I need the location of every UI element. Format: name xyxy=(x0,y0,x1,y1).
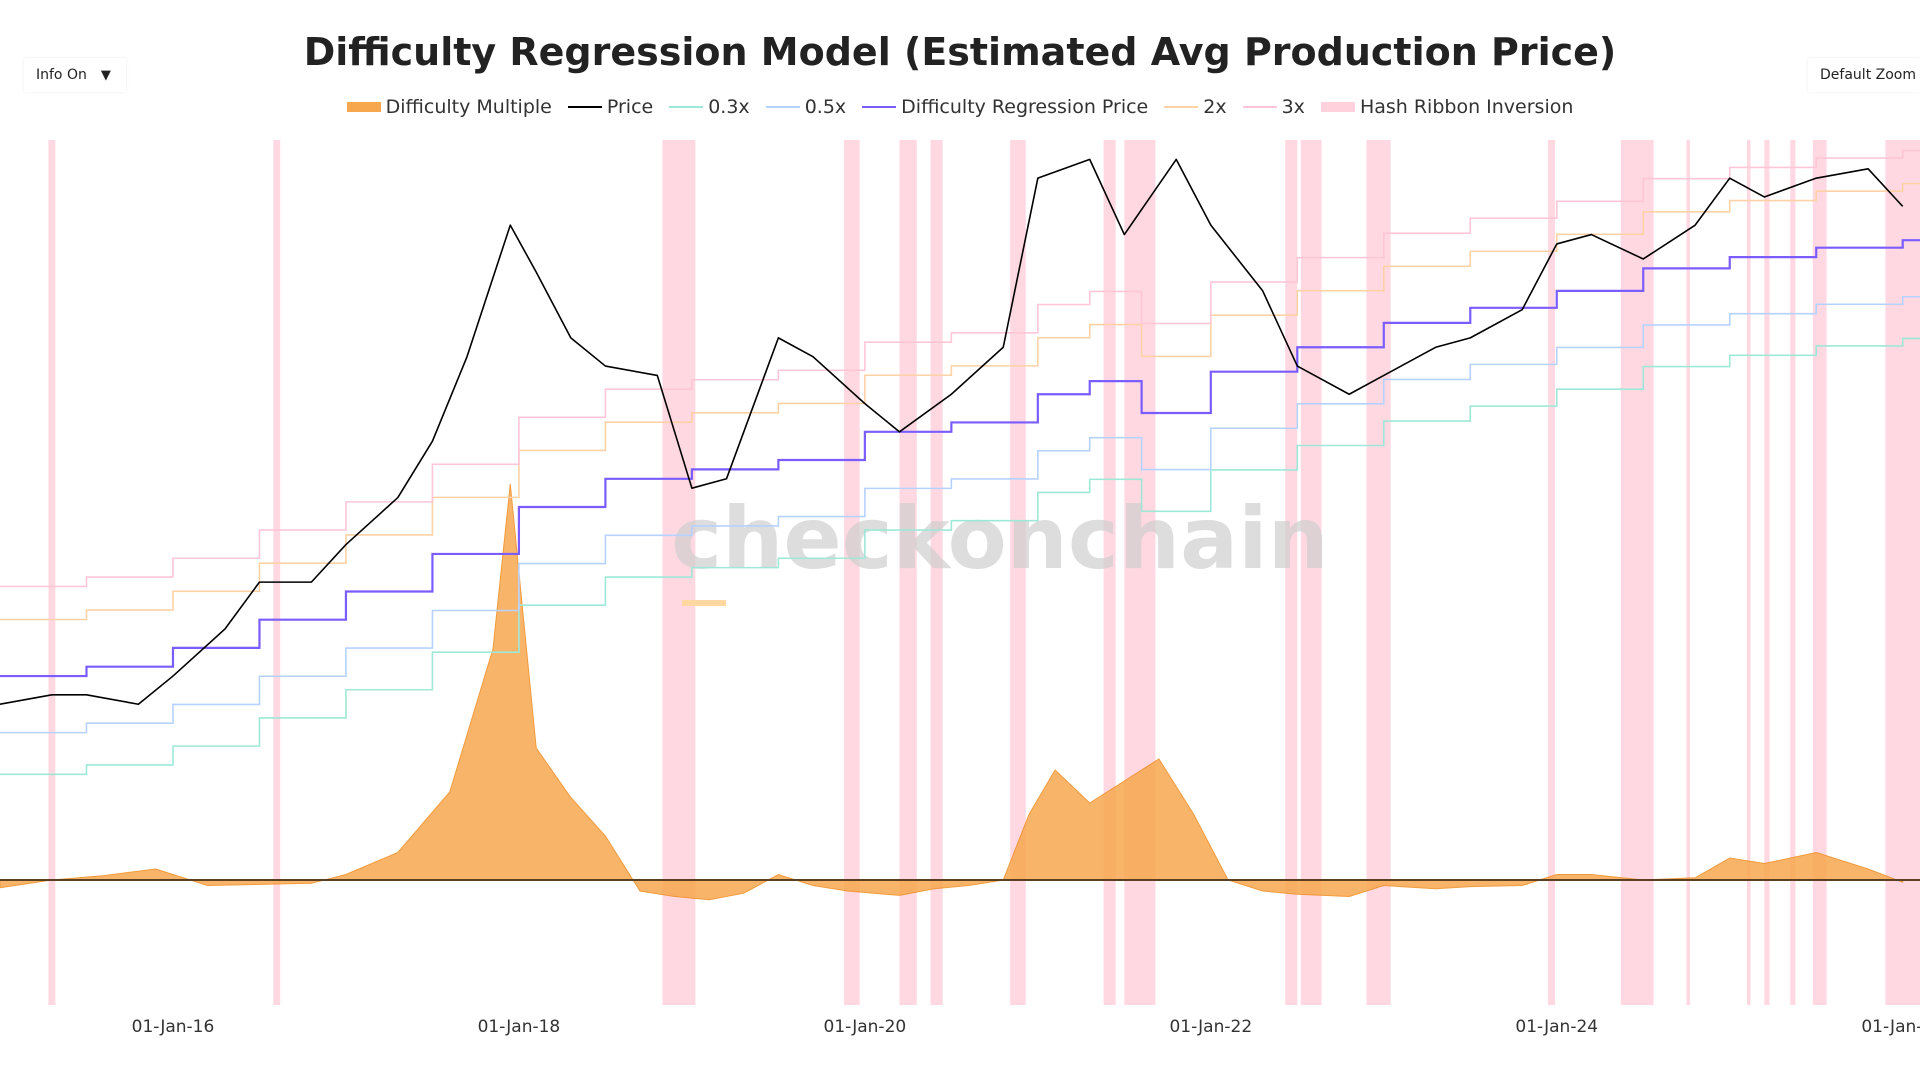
legend-item-0[interactable]: Difficulty Multiple xyxy=(346,96,552,118)
hash-ribbon-band-12 xyxy=(1548,140,1556,1005)
x-tick-label-1: 01-Jan-18 xyxy=(478,1017,561,1037)
price-line xyxy=(0,158,1904,706)
info-toggle-label: Info On xyxy=(36,67,87,83)
hash-ribbon-band-19 xyxy=(1885,140,1920,1005)
hash-ribbon-band-16 xyxy=(1764,140,1770,1005)
hash-ribbon-band-18 xyxy=(1812,140,1827,1005)
x-tick-label-2: 01-Jan-20 xyxy=(824,1017,907,1037)
band-line-1 xyxy=(0,295,1920,734)
hash-ribbon-band-9 xyxy=(1285,140,1298,1005)
hash-ribbon-band-0 xyxy=(48,140,56,1005)
legend-label: Hash Ribbon Inversion xyxy=(1359,96,1574,118)
hash-ribbon-band-3 xyxy=(844,140,860,1005)
price-layer xyxy=(0,158,1904,706)
legend-item-1[interactable]: Price xyxy=(567,96,654,118)
hash-ribbon-band-10 xyxy=(1300,140,1322,1005)
chart-title: Difficulty Regression Model (Estimated A… xyxy=(303,30,1617,74)
hash-ribbon-band-14 xyxy=(1686,140,1690,1005)
hash-ribbon-band-5 xyxy=(930,140,943,1005)
legend-label: 3x xyxy=(1281,96,1305,118)
hash-ribbon-band-17 xyxy=(1790,140,1796,1005)
hash-ribbon-band-6 xyxy=(1010,140,1026,1005)
legend-item-2[interactable]: 0.3x xyxy=(669,96,750,118)
band-lines-layer xyxy=(0,149,1920,776)
legend-swatch-icon xyxy=(567,106,602,108)
legend-item-5[interactable]: 2x xyxy=(1164,96,1227,118)
legend-item-3[interactable]: 0.5x xyxy=(765,96,847,118)
caret-down-icon: ▼ xyxy=(100,67,111,83)
legend-swatch-icon xyxy=(862,106,897,108)
x-tick-label-4: 01-Jan-24 xyxy=(1515,1017,1598,1037)
legend-label: 0.5x xyxy=(804,96,847,118)
legend-item-6[interactable]: 3x xyxy=(1242,96,1305,118)
legend-swatch-icon xyxy=(346,102,381,112)
watermark-accent-mark xyxy=(682,600,726,606)
legend-label: Difficulty Multiple xyxy=(385,96,552,118)
regression-price-line xyxy=(0,239,1920,678)
x-tick-label-5: 01-Jan-26 xyxy=(1861,1017,1920,1037)
hash-ribbon-layer xyxy=(48,140,1920,1005)
band-line-2 xyxy=(0,182,1920,621)
legend-swatch-icon xyxy=(1164,106,1199,108)
legend-item-4[interactable]: Difficulty Regression Price xyxy=(862,96,1148,118)
regression-layer xyxy=(0,239,1920,678)
band-line-0 xyxy=(0,337,1920,776)
hash-ribbon-band-2 xyxy=(662,140,696,1005)
legend-label: Difficulty Regression Price xyxy=(901,96,1149,118)
hash-ribbon-band-1 xyxy=(273,140,281,1005)
legend-label: 0.3x xyxy=(708,96,750,118)
legend-swatch-icon xyxy=(669,106,704,108)
legend-swatch-icon xyxy=(765,106,800,108)
x-tick-label-0: 01-Jan-16 xyxy=(132,1017,215,1037)
legend-swatch-icon xyxy=(1320,102,1355,112)
default-zoom-button[interactable]: Default Zoom xyxy=(1808,58,1920,92)
hash-ribbon-band-4 xyxy=(899,140,917,1005)
info-toggle-button[interactable]: Info On ▼ xyxy=(24,58,126,92)
x-axis: 01-Jan-16 01-Jan-18 01-Jan-20 01-Jan-22 01-J… xyxy=(132,1017,1920,1037)
watermark: checkonchain xyxy=(671,489,1329,589)
chart-legend: Difficulty Multiple Price 0.3x 0.5x Difficul… xyxy=(0,96,1920,118)
band-line-3 xyxy=(0,149,1920,588)
legend-swatch-icon xyxy=(1242,106,1277,108)
x-tick-label-3: 01-Jan-22 xyxy=(1169,1017,1252,1037)
hash-ribbon-band-15 xyxy=(1747,140,1751,1005)
hash-ribbon-band-11 xyxy=(1366,140,1391,1005)
legend-label: 2x xyxy=(1203,96,1227,118)
legend-label: Price xyxy=(606,96,654,118)
difficulty-multiple-area xyxy=(0,483,1904,901)
difficulty-multiple-layer xyxy=(0,483,1920,901)
hash-ribbon-band-13 xyxy=(1620,140,1654,1005)
legend-item-7[interactable]: Hash Ribbon Inversion xyxy=(1320,96,1574,118)
